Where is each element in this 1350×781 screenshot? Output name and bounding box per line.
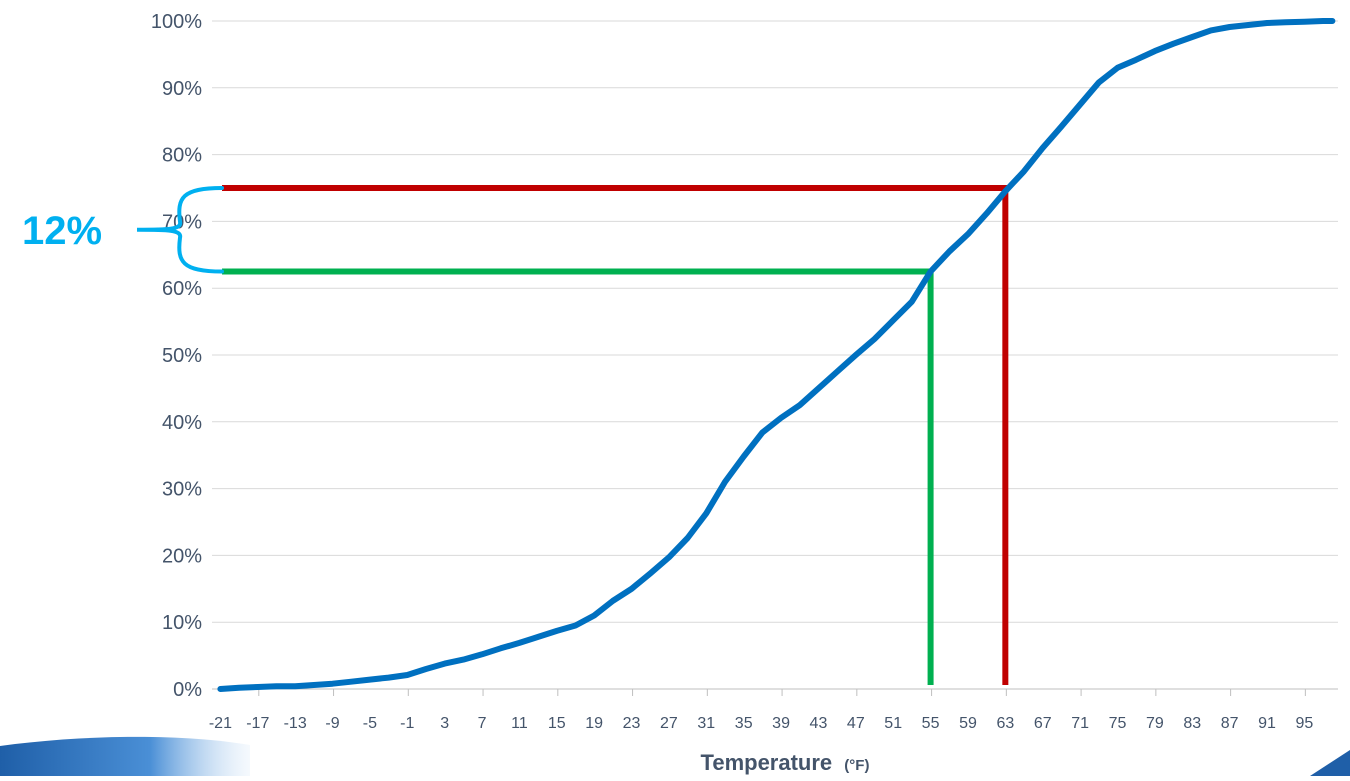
x-tick-label: 87 — [1221, 715, 1239, 732]
x-tick-label: 59 — [959, 715, 977, 732]
series-layer — [217, 18, 1336, 692]
x-tick-label: 27 — [660, 715, 678, 732]
y-tick-label: 100% — [151, 11, 202, 33]
y-tick-label: 90% — [162, 78, 202, 100]
decor-swoosh-right — [1310, 750, 1350, 776]
x-tick-label: -21 — [209, 715, 232, 732]
x-tick-label: 15 — [548, 715, 566, 732]
y-tick-label: 0% — [173, 679, 202, 701]
x-tick-label: 35 — [735, 715, 753, 732]
x-tick-label: -5 — [363, 715, 377, 732]
x-axis-title-unit: (°F) — [844, 757, 869, 774]
x-tick-label: 71 — [1071, 715, 1089, 732]
x-axis-title-main: Temperature — [701, 750, 833, 775]
x-tick-label: -1 — [400, 715, 414, 732]
y-tick-label: 40% — [162, 412, 202, 434]
x-tick-label: 51 — [884, 715, 902, 732]
y-axis-ticks: 0%10%20%30%40%50%60%70%80%90%100% — [151, 11, 202, 701]
y-tick-label: 30% — [162, 479, 202, 501]
x-tick-label: 91 — [1258, 715, 1276, 732]
annotation: 12% — [22, 186, 224, 274]
x-tick-label: 7 — [478, 715, 487, 732]
x-tick-label: 47 — [847, 715, 865, 732]
x-tick-label: 79 — [1146, 715, 1164, 732]
annotation-label: 12% — [22, 209, 102, 253]
y-tick-label: 80% — [162, 145, 202, 167]
y-tick-label: 60% — [162, 278, 202, 300]
brace — [136, 186, 224, 274]
x-tick-label: 67 — [1034, 715, 1052, 732]
red-line — [222, 185, 1009, 685]
x-tick-label: 11 — [511, 715, 528, 732]
x-tick-label: 55 — [922, 715, 940, 732]
x-tick-label: 3 — [440, 715, 449, 732]
x-axis: -21 -17 -13 -9 -5 -1 3 7 11 15 19 23 27 31 35 39 43 47 51 5… — [209, 688, 1338, 732]
decor-swoosh-left — [0, 736, 250, 776]
x-tick-label: -13 — [284, 715, 307, 732]
x-tick-label: 39 — [772, 715, 790, 732]
series-line — [217, 18, 1336, 692]
x-tick-label: -17 — [246, 715, 269, 732]
x-tick-label: 23 — [623, 715, 641, 732]
x-tick-label: 63 — [996, 715, 1014, 732]
x-tick-label: 95 — [1295, 715, 1313, 732]
y-tick-label: 50% — [162, 345, 202, 367]
x-tick-label: -9 — [325, 715, 339, 732]
reference-lines — [222, 185, 1009, 685]
x-tick-label: 83 — [1183, 715, 1201, 732]
y-tick-label: 20% — [162, 545, 202, 567]
gridlines — [212, 20, 1338, 690]
x-axis-title: Temperature (°F) — [701, 750, 870, 775]
x-tick-label: 19 — [585, 715, 603, 732]
y-tick-label: 10% — [162, 612, 202, 634]
x-tick-label: 75 — [1109, 715, 1127, 732]
x-tick-label: 31 — [697, 715, 715, 732]
x-tick-label: 43 — [810, 715, 828, 732]
